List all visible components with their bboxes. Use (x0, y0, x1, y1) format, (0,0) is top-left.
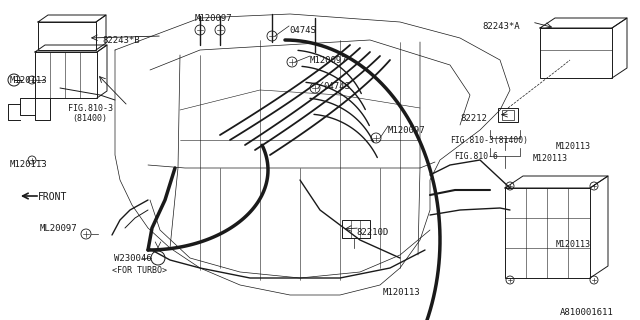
Bar (540, 28, 612, 78)
Bar (35, 52, 97, 98)
Text: M120113: M120113 (533, 154, 568, 163)
Text: M120097: M120097 (388, 126, 426, 135)
Text: M120113: M120113 (10, 76, 47, 85)
Bar (342, 220, 370, 238)
Text: 82210D: 82210D (356, 228, 388, 237)
Bar (502, 110, 514, 120)
Text: FIG.810-6: FIG.810-6 (454, 152, 498, 161)
Bar (505, 188, 590, 278)
Text: M120113: M120113 (556, 142, 591, 151)
Text: FIG.810-3: FIG.810-3 (68, 104, 113, 113)
Text: 0474S: 0474S (289, 26, 316, 35)
Text: 82212: 82212 (460, 114, 487, 123)
Text: W230046: W230046 (114, 254, 152, 263)
Text: 0474S: 0474S (323, 82, 350, 91)
Bar (38, 22, 96, 50)
Text: M120113: M120113 (556, 240, 591, 249)
Text: FIG.810-3(81400): FIG.810-3(81400) (450, 136, 528, 145)
Text: ML20097: ML20097 (40, 224, 77, 233)
Text: 82243*A: 82243*A (482, 22, 520, 31)
Text: FRONT: FRONT (38, 192, 67, 202)
Text: M120097: M120097 (195, 14, 232, 23)
Bar (498, 108, 518, 122)
Text: 82243*B: 82243*B (102, 36, 140, 45)
Text: A810001611: A810001611 (560, 308, 614, 317)
Text: <FOR TURBO>: <FOR TURBO> (112, 266, 167, 275)
Text: M120113: M120113 (383, 288, 420, 297)
Text: (81400): (81400) (72, 114, 107, 123)
Text: M120097: M120097 (310, 56, 348, 65)
Text: M120113: M120113 (10, 160, 47, 169)
